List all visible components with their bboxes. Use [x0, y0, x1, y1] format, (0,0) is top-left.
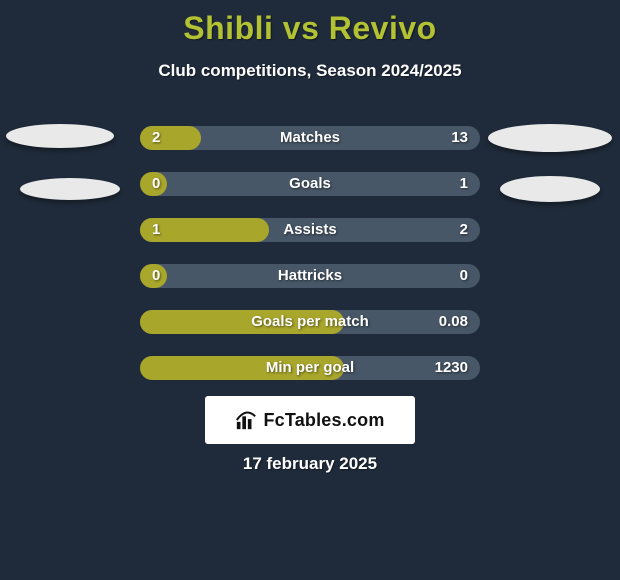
stats-card: Shibli vs Revivo Club competitions, Seas… [0, 0, 620, 580]
stat-right-value: 1230 [435, 356, 468, 380]
stat-label: Assists [140, 218, 480, 242]
source-badge: FcTables.com [205, 396, 415, 444]
stat-label: Min per goal [140, 356, 480, 380]
stat-bar: 0Hattricks0 [140, 264, 480, 288]
left-oval [6, 124, 114, 148]
stat-bar: Min per goal1230 [140, 356, 480, 380]
stat-right-value: 0 [460, 264, 468, 288]
source-badge-text: FcTables.com [263, 410, 384, 431]
stat-bar: 1Assists2 [140, 218, 480, 242]
right-oval [488, 124, 612, 152]
bars-icon [235, 409, 257, 431]
stat-bar: 2Matches13 [140, 126, 480, 150]
comparison-bars: 2Matches130Goals11Assists20Hattricks0Goa… [140, 126, 480, 402]
card-title: Shibli vs Revivo [0, 0, 620, 47]
stat-right-value: 1 [460, 172, 468, 196]
right-oval [500, 176, 600, 202]
stat-label: Goals per match [140, 310, 480, 334]
stat-label: Hattricks [140, 264, 480, 288]
stat-right-value: 13 [451, 126, 468, 150]
stat-bar: Goals per match0.08 [140, 310, 480, 334]
date-text: 17 february 2025 [0, 454, 620, 474]
stat-right-value: 2 [460, 218, 468, 242]
card-subtitle: Club competitions, Season 2024/2025 [0, 61, 620, 81]
stat-label: Matches [140, 126, 480, 150]
stat-label: Goals [140, 172, 480, 196]
stat-right-value: 0.08 [439, 310, 468, 334]
stat-bar: 0Goals1 [140, 172, 480, 196]
left-oval [20, 178, 120, 200]
